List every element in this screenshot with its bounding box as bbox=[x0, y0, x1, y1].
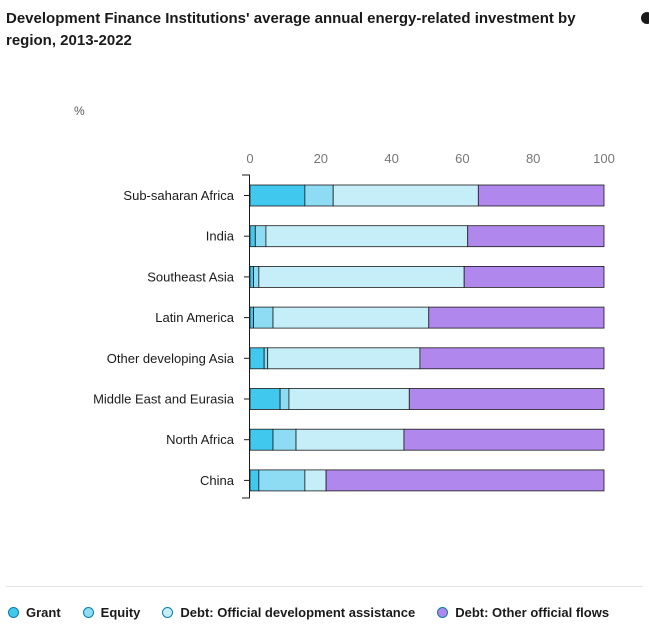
legend-swatch bbox=[437, 607, 449, 618]
legend-label: Debt: Other official flows bbox=[455, 605, 610, 620]
bar-segment bbox=[408, 388, 605, 410]
bar-segment bbox=[332, 184, 479, 207]
unit-label: % bbox=[74, 104, 85, 118]
bar-segment bbox=[467, 225, 605, 248]
legend-label: Grant bbox=[26, 605, 61, 620]
stacked-bar-chart: 0 20 40 60 80 100 Sub-saharan Africa India South… bbox=[93, 151, 615, 499]
bar-segment bbox=[295, 428, 405, 451]
category-label: Other developing Asia bbox=[107, 351, 235, 366]
legend-label: Debt: Official development assistance bbox=[180, 605, 416, 620]
x-tick-label: 100 bbox=[593, 151, 615, 166]
x-tick-label: 60 bbox=[455, 151, 469, 166]
bar-segment bbox=[288, 388, 410, 410]
bar-segment bbox=[258, 469, 306, 492]
legend-label: Equity bbox=[100, 605, 141, 620]
bar-segment bbox=[477, 184, 605, 207]
x-tick-label: 20 bbox=[314, 151, 328, 166]
legend-item[interactable]: Equity bbox=[82, 605, 141, 620]
bar-segment bbox=[249, 469, 260, 492]
bar-segment bbox=[249, 306, 254, 329]
category-label: Middle East and Eurasia bbox=[93, 392, 235, 407]
category-label: India bbox=[206, 229, 235, 244]
legend-item[interactable]: Debt: Official development assistance bbox=[162, 605, 415, 620]
bar-segment bbox=[249, 347, 265, 370]
bar-segment bbox=[267, 347, 421, 370]
chart-title: Development Finance Institutions' averag… bbox=[6, 10, 576, 49]
legend-swatch bbox=[162, 607, 174, 618]
bar-segment bbox=[272, 428, 297, 451]
bar-segment bbox=[249, 265, 254, 288]
bar-segment bbox=[325, 469, 605, 492]
bar-segment bbox=[304, 184, 334, 207]
legend-divider bbox=[6, 586, 643, 587]
x-tick-label: 80 bbox=[526, 151, 540, 166]
bar-segment bbox=[265, 225, 469, 248]
bar-segment bbox=[249, 428, 274, 451]
legend-item[interactable]: Debt: Other official flows bbox=[437, 605, 609, 620]
legend-item[interactable]: Grant bbox=[8, 605, 61, 620]
bar-segment bbox=[249, 225, 256, 248]
category-label: Latin America bbox=[155, 310, 235, 325]
bar-segment bbox=[279, 388, 290, 410]
bar-segment bbox=[403, 428, 605, 451]
legend: Grant Equity Debt: Official development as… bbox=[8, 605, 609, 620]
x-tick-label: 0 bbox=[246, 151, 253, 166]
bar-segment bbox=[463, 265, 605, 288]
bar-segment bbox=[249, 388, 281, 410]
bar-segment bbox=[263, 347, 269, 370]
bar-segment bbox=[428, 306, 605, 329]
bar-segment bbox=[254, 225, 267, 248]
bar-segment bbox=[253, 306, 274, 329]
category-label: China bbox=[200, 473, 235, 488]
bar-segment bbox=[258, 265, 465, 288]
category-label: Sub-saharan Africa bbox=[123, 188, 234, 203]
bar-segment bbox=[304, 469, 327, 492]
category-label: North Africa bbox=[166, 432, 235, 447]
bar-segment bbox=[419, 347, 605, 370]
legend-swatch bbox=[82, 607, 94, 618]
category-label: Southeast Asia bbox=[147, 269, 234, 284]
x-tick-label: 40 bbox=[384, 151, 398, 166]
legend-swatch bbox=[8, 607, 19, 618]
menu-icon[interactable] bbox=[641, 12, 649, 24]
bar-segment bbox=[253, 265, 260, 288]
bar-segment bbox=[249, 184, 306, 207]
bar-segment bbox=[272, 306, 430, 329]
